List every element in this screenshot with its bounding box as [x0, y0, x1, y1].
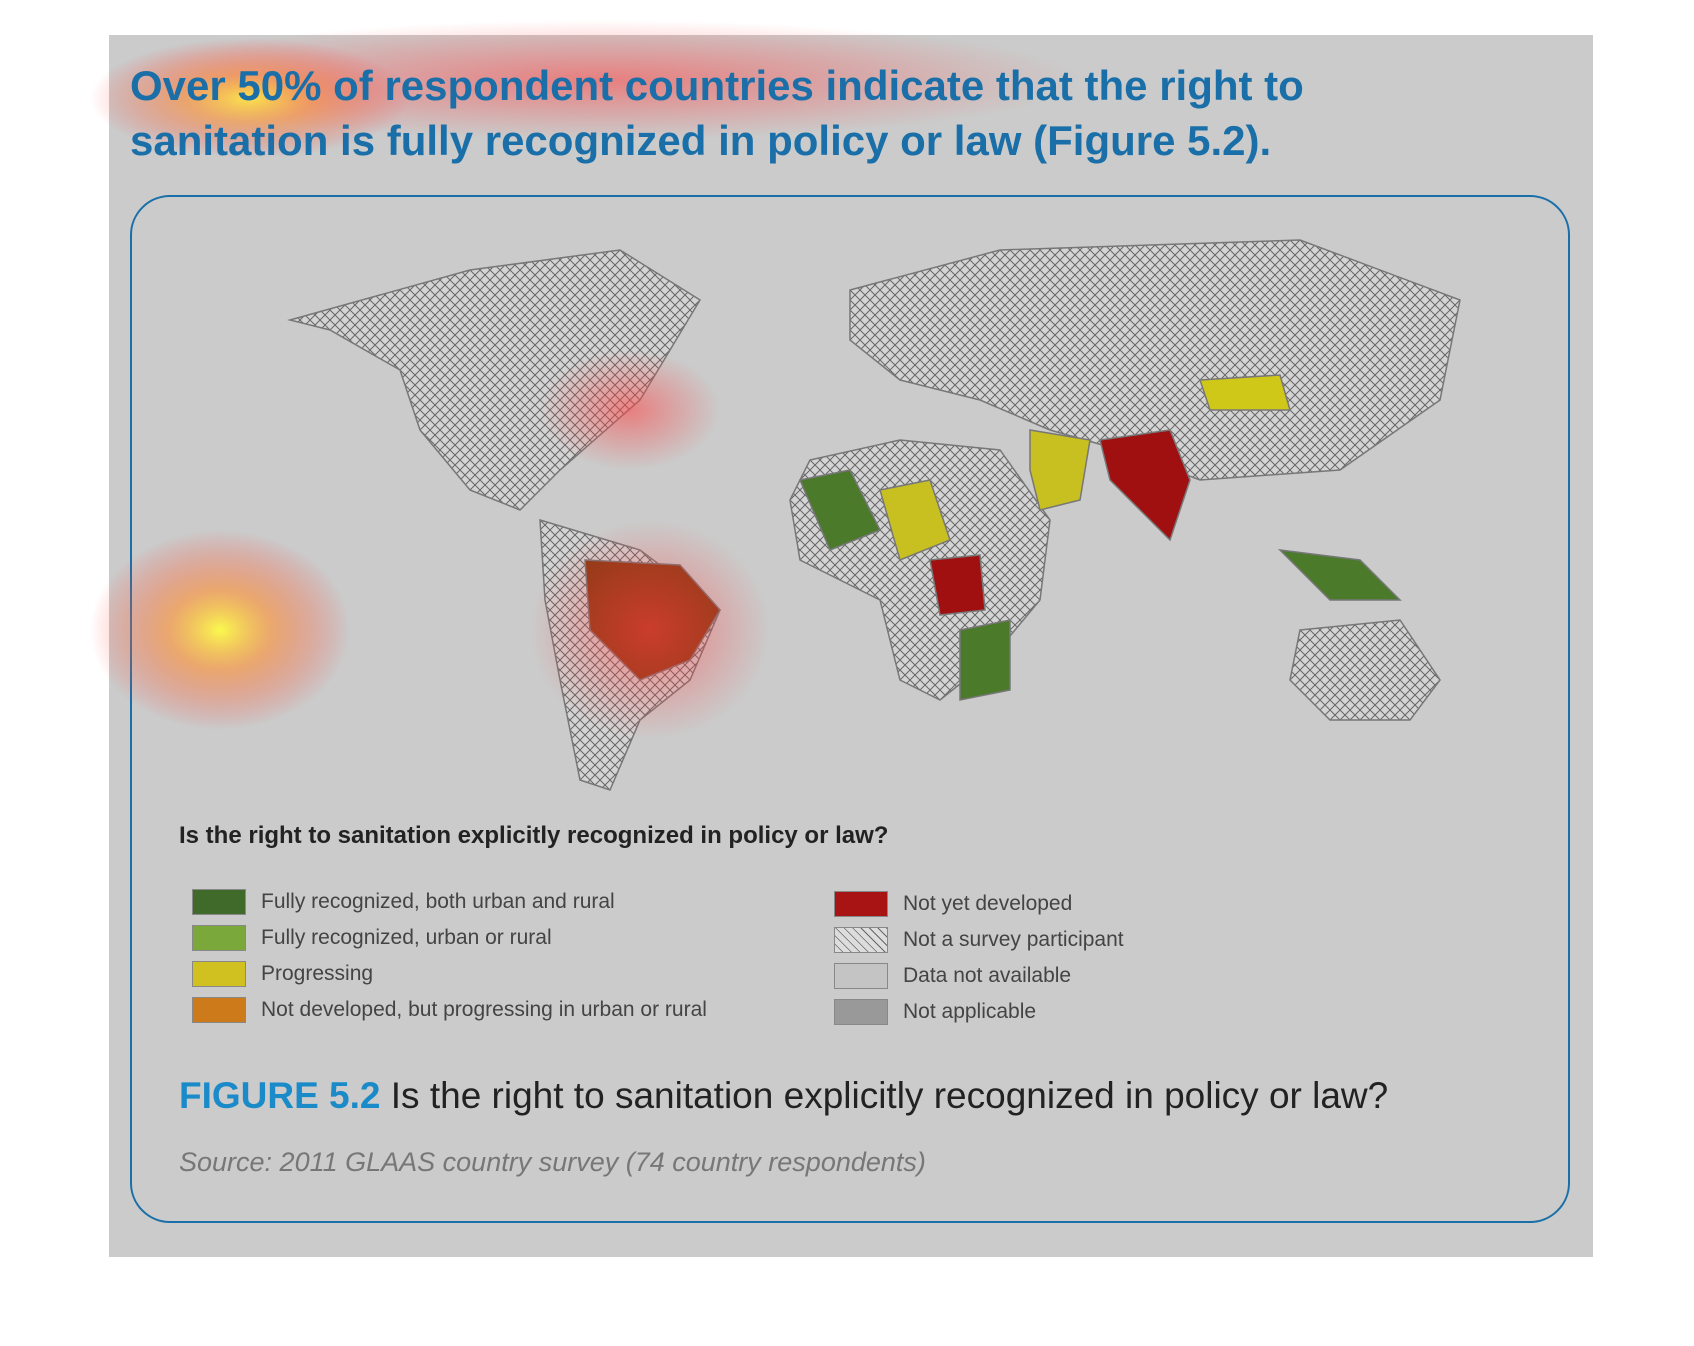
legend-swatch — [834, 927, 888, 953]
legend-label: Progressing — [261, 962, 374, 985]
legend-swatch — [834, 999, 888, 1025]
legend-item: Not applicable — [834, 997, 1124, 1027]
legend-right: Not yet developed Not a survey participan… — [834, 889, 1124, 1033]
legend-swatch — [192, 961, 246, 987]
legend-item: Progressing — [192, 959, 707, 989]
legend-swatch — [192, 925, 246, 951]
legend-swatch — [192, 889, 246, 915]
header-text: Over 50% of respondent countries indicat… — [130, 62, 1304, 164]
legend-label: Not developed, but progressing in urban … — [261, 998, 707, 1021]
caption-label: FIGURE 5.2 — [179, 1075, 381, 1116]
continents — [287, 239, 1461, 791]
caption-text: Is the right to sanitation explicitly re… — [390, 1075, 1389, 1116]
legend-item: Fully recognized, both urban and rural — [192, 887, 707, 917]
legend-title: Is the right to sanitation explicitly re… — [179, 822, 889, 849]
legend-item: Fully recognized, urban or rural — [192, 923, 707, 953]
legend-item: Data not available — [834, 961, 1124, 991]
legend-label: Data not available — [903, 964, 1072, 987]
legend-label: Not applicable — [903, 1000, 1037, 1023]
legend-swatch — [834, 963, 888, 989]
legend-item: Not developed, but progressing in urban … — [192, 995, 707, 1025]
legend-label: Fully recognized, both urban and rural — [261, 890, 615, 913]
legend-label: Not yet developed — [903, 892, 1073, 915]
source: Source: 2011 GLAAS country survey (74 co… — [179, 1147, 926, 1177]
legend-item: Not a survey participant — [834, 925, 1124, 955]
legend-swatch — [192, 997, 246, 1023]
legend-left: Fully recognized, both urban and rural Fu… — [192, 887, 707, 1031]
figure-frame — [130, 195, 1570, 1223]
legend-swatch — [834, 891, 888, 917]
legend-label: Not a survey participant — [903, 928, 1124, 951]
caption: FIGURE 5.2 Is the right to sanitation ex… — [179, 1075, 1388, 1117]
legend-label: Fully recognized, urban or rural — [261, 926, 552, 949]
legend-item: Not yet developed — [834, 889, 1124, 919]
